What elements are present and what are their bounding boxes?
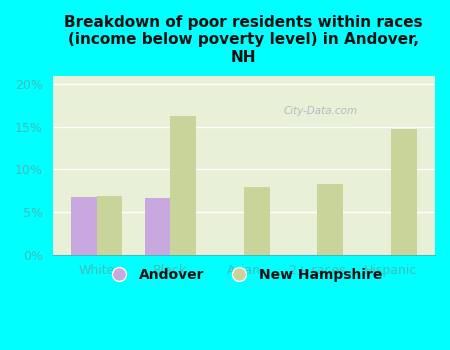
Bar — [97, 196, 122, 255]
Bar — [391, 128, 417, 255]
Bar — [144, 197, 170, 255]
Bar — [244, 187, 270, 255]
Title: Breakdown of poor residents within races
(income below poverty level) in Andover: Breakdown of poor residents within races… — [64, 15, 423, 65]
Bar — [317, 184, 343, 255]
Text: City-Data.com: City-Data.com — [283, 106, 357, 117]
Legend: Andover, New Hampshire: Andover, New Hampshire — [100, 262, 387, 287]
Bar — [170, 116, 196, 255]
Bar — [71, 197, 97, 255]
